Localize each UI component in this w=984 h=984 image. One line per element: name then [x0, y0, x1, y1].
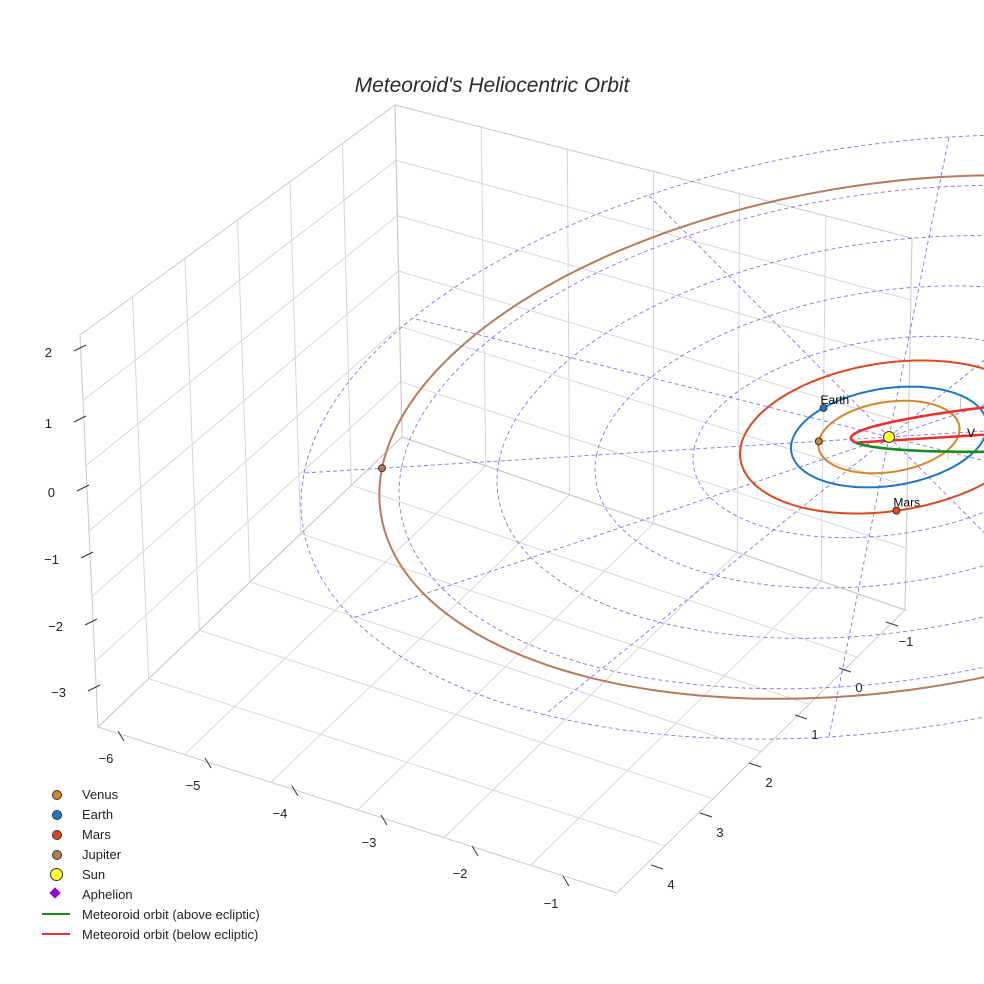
legend-label: Sun: [82, 866, 106, 882]
body-earth: [819, 403, 828, 412]
legend-label: Meteoroid orbit (below ecliptic): [82, 926, 259, 942]
x-tick-label: −6: [99, 751, 114, 766]
polar-grid-spoke: [352, 436, 890, 619]
grid-line-left-wall: [94, 381, 402, 663]
y-tick-mark: [699, 812, 713, 818]
z-tick-mark: [73, 415, 87, 423]
grid-line-back-wall: [400, 381, 907, 549]
y-tick-mark: [748, 762, 762, 768]
y-tick-mark: [885, 621, 899, 627]
orbit-jupiter: [378, 174, 984, 700]
x-tick-mark: [380, 814, 388, 826]
legend-item-venus[interactable]: Venus: [38, 784, 260, 804]
y-tick-label: 1: [811, 727, 818, 742]
z-tick-label: 2: [45, 345, 52, 360]
polar-grid-spoke: [648, 194, 890, 438]
x-tick-mark: [562, 875, 570, 887]
grid-line-left-wall: [91, 325, 400, 597]
polar-grid-spoke: [888, 136, 950, 438]
legend-item-mars[interactable]: Mars: [38, 824, 260, 844]
x-tick-label: −4: [273, 806, 288, 821]
legend-line-below: [42, 933, 70, 935]
legend-label: Meteoroid orbit (above ecliptic): [82, 906, 260, 922]
z-tick-label: −2: [48, 619, 63, 634]
legend-marker-venus: [52, 790, 62, 800]
legend-item-orbit-below[interactable]: Meteoroid orbit (below ecliptic): [38, 924, 260, 944]
legend-label: Mars: [82, 826, 111, 842]
y-tick-mark: [838, 667, 852, 673]
z-tick-label: 1: [45, 416, 52, 431]
legend-item-orbit-above[interactable]: Meteoroid orbit (above ecliptic): [38, 904, 260, 924]
legend-item-jupiter[interactable]: Jupiter: [38, 844, 260, 864]
x-tick-label: −1: [544, 896, 559, 911]
axis-box-left: [79, 104, 403, 729]
grid-line-left-wall: [184, 258, 200, 631]
y-tick-label: 3: [716, 825, 723, 840]
y-tick-mark: [650, 864, 664, 870]
legend-item-sun[interactable]: Sun: [38, 864, 260, 884]
legend-marker-sun: [50, 868, 63, 881]
legend-label: Earth: [82, 806, 114, 822]
x-tick-label: −2: [453, 866, 468, 881]
body-venus: [814, 437, 823, 446]
legend-line-above: [42, 913, 70, 915]
legend-item-earth[interactable]: Earth: [38, 804, 260, 824]
body-label-venus: V: [967, 426, 975, 440]
meteoroid-orbit-below: [849, 406, 984, 445]
grid-line-floor: [300, 533, 810, 705]
body-mars: [892, 506, 901, 515]
legend-marker-earth: [52, 810, 62, 820]
y-tick-mark: [794, 714, 808, 720]
z-tick-mark: [76, 484, 90, 492]
x-tick-mark: [204, 757, 212, 769]
legend-label: Jupiter: [82, 846, 122, 862]
polar-grid-ring: [594, 285, 984, 589]
y-tick-label: 2: [765, 775, 772, 790]
body-label-mars: Mars: [893, 496, 920, 510]
x-tick-mark: [291, 785, 299, 797]
axis-box-back: [394, 104, 913, 611]
body-label-earth: Earth: [821, 393, 850, 407]
legend-marker-mars: [52, 830, 62, 840]
x-tick-mark: [471, 845, 479, 857]
y-tick-label: −1: [899, 634, 914, 649]
z-tick-label: −1: [44, 552, 59, 567]
x-tick-label: −3: [362, 835, 377, 850]
legend-marker-jupiter: [52, 850, 62, 860]
legend[interactable]: Venus Earth Mars Jupiter Sun Aphelion Me…: [38, 784, 260, 944]
x-tick-label: −5: [186, 778, 201, 793]
z-tick-mark: [87, 684, 101, 692]
z-tick-mark: [80, 551, 94, 559]
z-tick-mark: [73, 344, 87, 352]
orbit-mars: [738, 359, 984, 515]
orbit-earth: [790, 385, 984, 489]
grid-line-left-wall: [132, 296, 150, 679]
z-tick-label: 0: [48, 485, 55, 500]
z-tick-mark: [84, 618, 98, 626]
body-sun: [883, 431, 895, 443]
y-tick-label: 0: [855, 680, 862, 695]
x-tick-mark: [117, 730, 125, 742]
y-tick-label: 4: [667, 877, 674, 892]
grid-line-floor: [530, 580, 822, 866]
polar-grid-spoke: [412, 317, 890, 438]
z-tick-label: −3: [51, 685, 66, 700]
meteoroid-orbit-above: [855, 441, 984, 454]
chart-title: Meteoroid's Heliocentric Orbit: [354, 74, 630, 97]
legend-item-aphelion[interactable]: Aphelion: [38, 884, 260, 904]
legend-label: Aphelion: [82, 886, 133, 902]
orbit-venus: [817, 399, 961, 475]
legend-label: Venus: [82, 786, 119, 802]
legend-marker-aphelion: [49, 887, 61, 899]
body-jupiter: [378, 464, 386, 473]
